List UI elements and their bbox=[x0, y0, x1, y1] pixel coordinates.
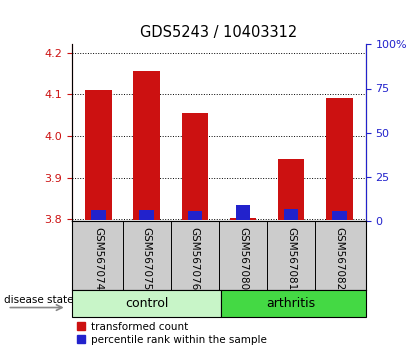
Legend: transformed count, percentile rank within the sample: transformed count, percentile rank withi… bbox=[77, 322, 267, 345]
Text: arthritis: arthritis bbox=[267, 297, 316, 310]
Bar bbox=[85, 90, 112, 221]
Text: GSM567082: GSM567082 bbox=[334, 227, 344, 290]
Title: GDS5243 / 10403312: GDS5243 / 10403312 bbox=[140, 25, 298, 40]
Text: control: control bbox=[125, 297, 168, 310]
Text: GSM567075: GSM567075 bbox=[142, 227, 152, 290]
Bar bbox=[182, 113, 208, 221]
Text: GSM567080: GSM567080 bbox=[238, 227, 248, 290]
Bar bbox=[332, 211, 346, 221]
Bar bbox=[230, 218, 256, 221]
Bar bbox=[284, 209, 298, 221]
Text: GSM567074: GSM567074 bbox=[93, 227, 104, 290]
Text: GSM567076: GSM567076 bbox=[190, 227, 200, 290]
Bar bbox=[326, 98, 353, 221]
Text: GSM567081: GSM567081 bbox=[286, 227, 296, 290]
Bar bbox=[139, 210, 154, 221]
Bar bbox=[278, 159, 305, 221]
FancyBboxPatch shape bbox=[72, 290, 221, 317]
Text: disease state: disease state bbox=[4, 295, 74, 305]
Bar bbox=[236, 205, 250, 221]
Bar bbox=[91, 210, 106, 221]
Bar bbox=[187, 211, 202, 221]
FancyBboxPatch shape bbox=[221, 290, 366, 317]
Bar bbox=[133, 71, 160, 221]
